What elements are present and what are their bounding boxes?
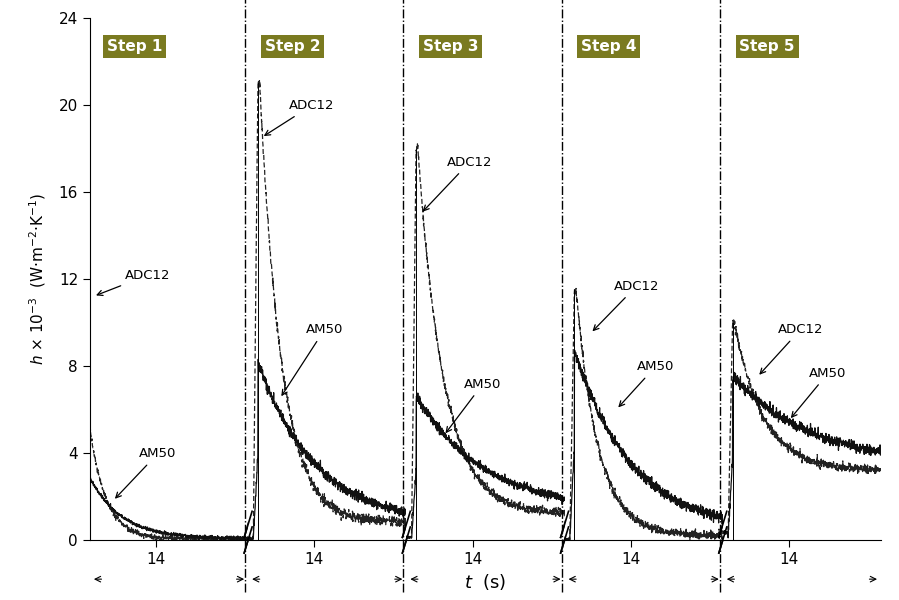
Text: Step 2: Step 2 bbox=[264, 39, 320, 54]
Text: AM50: AM50 bbox=[619, 361, 674, 406]
Text: ADC12: ADC12 bbox=[423, 156, 492, 211]
Text: ADC12: ADC12 bbox=[97, 269, 170, 295]
Text: Step 5: Step 5 bbox=[739, 39, 795, 54]
Text: ADC12: ADC12 bbox=[265, 100, 334, 136]
Text: AM50: AM50 bbox=[446, 378, 502, 432]
Text: Step 3: Step 3 bbox=[423, 39, 478, 54]
Text: Step 1: Step 1 bbox=[106, 39, 162, 54]
Text: Step 4: Step 4 bbox=[581, 39, 636, 54]
Text: ADC12: ADC12 bbox=[593, 280, 659, 331]
Y-axis label: $\it{h}$ × 10$^{-3}$  (W·m$^{-2}$·K$^{-1}$): $\it{h}$ × 10$^{-3}$ (W·m$^{-2}$·K$^{-1}… bbox=[27, 193, 48, 365]
Text: ADC12: ADC12 bbox=[761, 323, 823, 374]
Text: $\it{t}$  (s): $\it{t}$ (s) bbox=[464, 572, 507, 592]
Text: AM50: AM50 bbox=[792, 367, 847, 417]
Text: AM50: AM50 bbox=[282, 323, 343, 395]
Text: AM50: AM50 bbox=[116, 448, 176, 498]
